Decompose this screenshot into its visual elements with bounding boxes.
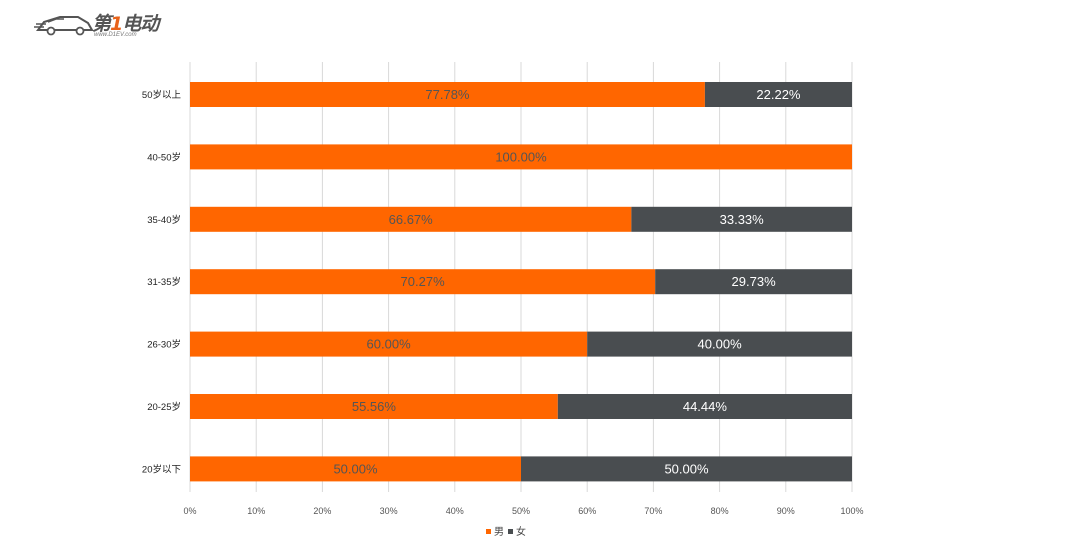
data-label: 22.22% — [756, 87, 801, 102]
data-label: 29.73% — [732, 274, 777, 289]
logo-brand-prefix: 第 — [92, 13, 111, 35]
data-label: 33.33% — [720, 212, 765, 227]
category-label: 20岁以下 — [142, 463, 181, 475]
bar-segment — [704, 82, 852, 107]
x-tick-labels: 0% 10% 20% 30% 40% 50% 60% 70% 80% 90% 100% — [183, 506, 863, 516]
x-tick-label: 40% — [446, 506, 464, 516]
data-label: 60.00% — [367, 337, 412, 352]
data-label: 55.56% — [352, 399, 397, 414]
x-tick-label: 100% — [840, 506, 863, 516]
bar-segment — [190, 206, 632, 232]
data-label: 40.00% — [698, 337, 743, 352]
category-label: 35-40岁 — [147, 214, 181, 226]
category-label: 26-30岁 — [147, 339, 181, 351]
legend: 男女 — [486, 525, 526, 538]
data-label: 70.27% — [401, 274, 446, 289]
legend-label: 男 — [494, 526, 504, 538]
x-tick-label: 30% — [380, 506, 398, 516]
category-label: 40-50岁 — [147, 151, 181, 163]
bar-segment — [631, 206, 852, 232]
legend-swatch — [508, 529, 513, 534]
x-tick-label: 90% — [777, 506, 795, 516]
data-label: 77.78% — [425, 87, 470, 102]
data-label: 50.00% — [664, 461, 709, 476]
x-tick-label: 60% — [578, 506, 596, 516]
data-label: 50.00% — [333, 461, 378, 476]
bar-segment — [190, 82, 705, 107]
category-labels: 50岁以上 40-50岁 35-40岁 31-35岁 26-30岁 20-25岁 20岁以下 — [142, 89, 182, 475]
x-tick-label: 80% — [711, 506, 729, 516]
bar-segment — [587, 331, 852, 357]
d1ev-logo: 第1电动 www.D1EV.com — [34, 6, 164, 38]
data-label: 66.67% — [389, 212, 434, 227]
x-tick-label: 0% — [183, 506, 196, 516]
category-label: 20-25岁 — [147, 401, 181, 413]
data-label: 44.44% — [683, 399, 728, 414]
x-tick-label: 10% — [247, 506, 265, 516]
data-label: 100.00% — [495, 149, 547, 164]
bar-segment — [655, 269, 852, 295]
x-tick-label: 20% — [313, 506, 331, 516]
bar-segment — [521, 456, 852, 482]
bar-segment — [190, 456, 521, 482]
bar-segment — [190, 331, 588, 357]
category-label: 31-35岁 — [147, 276, 181, 288]
bar-segments: 77.78% 22.22% 100.00% 66.67% 33.33% 70.27% 29.… — [190, 82, 852, 482]
legend-label: 女 — [516, 525, 526, 538]
logo-url: www.D1EV.com — [94, 32, 137, 38]
bar-segment — [190, 394, 558, 419]
x-tick-label: 50% — [512, 506, 530, 516]
bar-segment — [557, 394, 852, 419]
car-logo-icon — [34, 16, 94, 36]
x-tick-label: 70% — [644, 506, 662, 516]
bar-segment — [190, 269, 656, 295]
legend-swatch — [486, 529, 491, 534]
bar-segment — [190, 144, 852, 170]
logo-brand-text: 第1电动 — [92, 9, 159, 36]
category-label: 50岁以上 — [142, 89, 182, 101]
logo-brand-digit: 1 — [110, 13, 123, 35]
logo-brand-suffix: 电动 — [122, 13, 159, 35]
